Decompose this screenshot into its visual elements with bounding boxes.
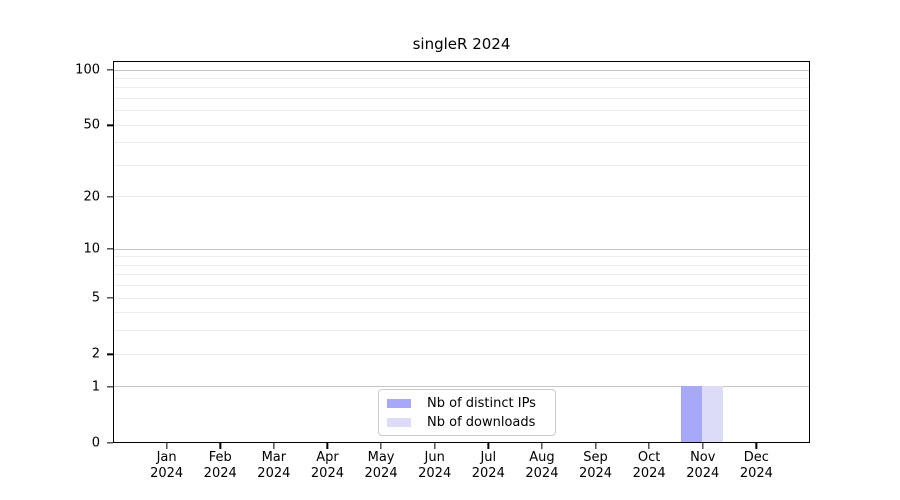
x-tick-label: Nov 2024 <box>663 450 743 482</box>
y-tick-label: 100 <box>75 62 100 78</box>
gridline-minor <box>114 274 809 276</box>
y-tick-label: 20 <box>83 189 100 205</box>
x-tick-label: Dec 2024 <box>716 450 796 482</box>
x-tick-month: Sep <box>583 450 608 465</box>
legend-label-distinct-ips: Nb of distinct IPs <box>427 395 536 411</box>
gridline-minor <box>114 110 809 112</box>
gridline-minor <box>114 256 809 258</box>
y-tick-label: 0 <box>91 435 100 451</box>
y-tick <box>107 69 113 71</box>
x-tick-month: Feb <box>208 450 232 465</box>
x-tick <box>380 443 382 449</box>
downloads-swatch <box>387 417 411 427</box>
bar-nb-of-distinct-ips <box>681 386 703 443</box>
gridline-minor <box>114 312 809 314</box>
y-tick-label: 2 <box>91 346 100 362</box>
x-tick-year: 2024 <box>471 466 505 481</box>
x-tick-label: Jan 2024 <box>127 450 207 482</box>
x-tick-label: Apr 2024 <box>287 450 367 482</box>
chart-title: singleR 2024 <box>412 35 511 53</box>
x-tick-year: 2024 <box>310 466 344 481</box>
gridline-major <box>114 248 809 250</box>
x-tick <box>219 443 221 449</box>
x-tick-year: 2024 <box>525 466 559 481</box>
x-tick-month: Aug <box>529 450 555 465</box>
y-tick <box>107 442 113 444</box>
gridline-minor <box>114 196 809 198</box>
x-tick <box>326 443 329 449</box>
x-tick-label: Aug 2024 <box>502 450 582 482</box>
x-tick-month: Oct <box>637 450 661 465</box>
y-tick <box>107 353 113 355</box>
y-tick-label: 5 <box>91 290 100 306</box>
legend-label-downloads: Nb of downloads <box>427 414 536 430</box>
x-tick-month: Apr <box>316 450 339 465</box>
gridline-minor <box>114 264 809 266</box>
legend-row-downloads: Nb of downloads <box>387 415 547 430</box>
x-tick <box>165 443 168 449</box>
x-tick-month: Jul <box>480 450 497 465</box>
gridline-minor <box>114 87 809 89</box>
x-tick-label: Jul 2024 <box>448 450 528 482</box>
gridline-minor <box>114 142 809 144</box>
y-tick-label: 1 <box>91 379 100 395</box>
bar-nb-of-downloads <box>702 386 724 443</box>
x-tick-year: 2024 <box>364 466 398 481</box>
x-tick-label: Sep 2024 <box>556 450 636 482</box>
x-tick-month: Dec <box>743 450 769 465</box>
gridline-major <box>114 69 809 71</box>
x-tick-label: Mar 2024 <box>234 450 314 482</box>
distinct-ips-swatch <box>387 398 411 408</box>
x-tick-month: Mar <box>261 450 287 465</box>
gridline-minor <box>114 297 809 299</box>
plot-area <box>113 61 810 443</box>
x-tick-year: 2024 <box>257 466 291 481</box>
x-tick-year: 2024 <box>632 466 666 481</box>
y-tick <box>107 248 113 250</box>
gridline-minor <box>114 97 809 99</box>
x-tick-year: 2024 <box>578 466 613 481</box>
x-tick-month: Jan <box>156 450 177 465</box>
legend-row-distinct-ips: Nb of distinct IPs <box>387 396 547 411</box>
x-tick-year: 2024 <box>150 466 184 481</box>
gridline-minor <box>114 164 809 166</box>
gridline-minor <box>114 77 809 79</box>
y-tick <box>107 386 113 388</box>
x-tick <box>702 443 704 449</box>
x-tick <box>541 443 543 449</box>
x-tick-month: Jun <box>424 450 445 465</box>
y-tick <box>107 196 113 198</box>
x-tick-year: 2024 <box>203 466 237 481</box>
legend: Nb of distinct IPs Nb of downloads <box>378 389 556 436</box>
x-tick-year: 2024 <box>418 466 452 481</box>
x-tick-month: Nov <box>690 450 716 465</box>
x-tick-label: Feb 2024 <box>180 450 260 482</box>
x-tick <box>755 443 758 449</box>
gridline-minor <box>114 353 809 355</box>
x-tick-month: May <box>367 450 395 465</box>
x-tick <box>273 443 275 449</box>
gridline-minor <box>114 330 809 332</box>
x-tick <box>648 443 650 449</box>
x-tick <box>487 443 489 449</box>
x-tick <box>594 443 597 449</box>
x-tick-label: Oct 2024 <box>609 450 689 482</box>
x-tick-year: 2024 <box>739 466 773 481</box>
gridline-minor <box>114 285 809 287</box>
y-tick-label: 50 <box>83 117 100 133</box>
x-tick <box>434 443 436 449</box>
x-tick-year: 2024 <box>686 466 720 481</box>
y-tick <box>107 124 113 126</box>
x-tick-label: May 2024 <box>341 450 421 482</box>
gridline-minor <box>114 124 809 126</box>
x-tick-label: Jun 2024 <box>395 450 475 482</box>
gridline-major <box>114 386 809 388</box>
y-tick <box>107 297 113 299</box>
y-tick-label: 10 <box>83 241 100 257</box>
